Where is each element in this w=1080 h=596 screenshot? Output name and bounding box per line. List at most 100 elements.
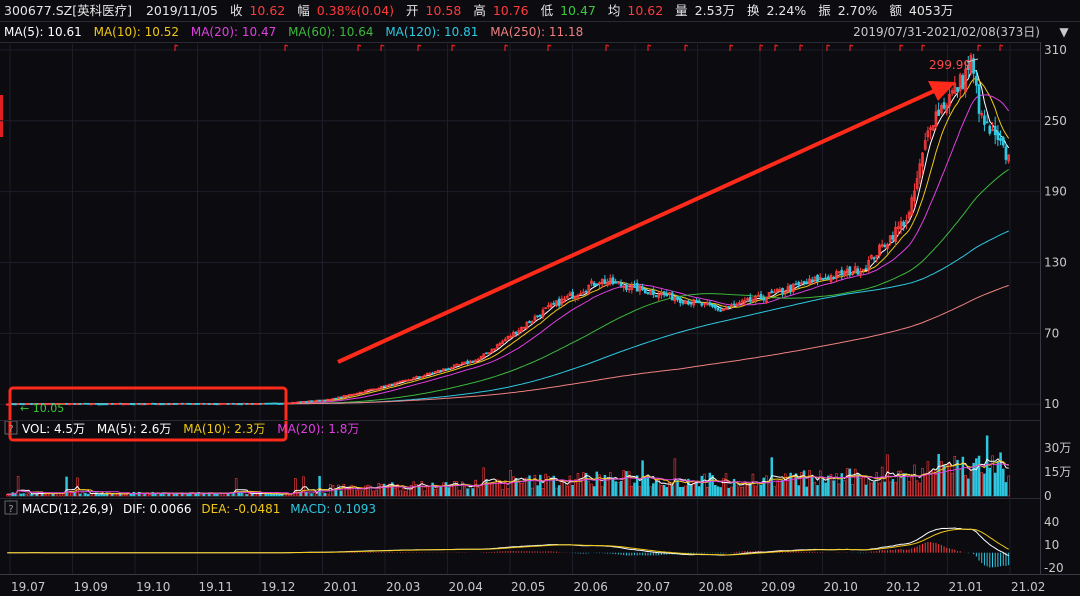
- candle-body: [452, 364, 456, 368]
- candle-body: [678, 298, 682, 303]
- date-tick-label: 19.11: [199, 580, 233, 594]
- volume-bar: [431, 482, 434, 497]
- candle-body: [888, 235, 892, 243]
- candle-body: [649, 290, 653, 295]
- candle-body: [320, 399, 324, 402]
- candle-body: [407, 379, 410, 382]
- volume-bar: [345, 488, 348, 497]
- ma60-label: MA(60): 10.64: [288, 25, 373, 39]
- candle-body: [431, 372, 434, 375]
- volume-bar: [388, 483, 391, 497]
- candle-body: [770, 290, 774, 294]
- candle-body: [573, 295, 577, 300]
- volume-bar: [940, 461, 943, 497]
- candle-body: [172, 403, 176, 405]
- candle-body: [32, 403, 36, 406]
- volume-bar: [880, 466, 884, 497]
- volume-bar: [186, 493, 189, 497]
- date-tick-label: 20.10: [824, 580, 858, 594]
- volume-bar: [784, 473, 787, 497]
- candle-body: [845, 268, 849, 274]
- candle-body: [872, 257, 876, 260]
- volume-bar: [269, 493, 273, 497]
- candle-body: [665, 293, 669, 297]
- volume-bar: [975, 458, 978, 497]
- volume-bar: [576, 473, 580, 497]
- event-flag-icon: [799, 44, 804, 51]
- volume-bar: [251, 493, 254, 497]
- candle-body: [51, 403, 55, 406]
- candle-body: [512, 331, 515, 338]
- candle-body: [105, 403, 109, 406]
- candle-body: [67, 403, 71, 406]
- candle-body: [132, 403, 136, 406]
- volume-bar: [665, 487, 669, 497]
- candle-body: [549, 303, 553, 308]
- volume-bar: [304, 492, 308, 497]
- change-value: 0.38%(0.04): [317, 3, 394, 18]
- volume-value: 2.53万: [695, 3, 735, 18]
- volume-bar: [568, 475, 572, 497]
- candle-body: [178, 402, 181, 405]
- candle-body: [393, 382, 397, 386]
- candle-body: [759, 294, 763, 300]
- candle-body: [121, 403, 125, 406]
- volume-bar: [420, 481, 424, 497]
- candle-body: [240, 403, 243, 406]
- event-flag-icon: [357, 44, 362, 51]
- volume-bar: [525, 477, 529, 497]
- event-flag-icon: [451, 44, 456, 51]
- volume-bar: [89, 493, 93, 497]
- candle-body: [148, 402, 152, 405]
- candle-body: [692, 299, 696, 306]
- volume-bar: [948, 463, 951, 497]
- candle-body: [643, 289, 647, 294]
- candle-body: [213, 403, 216, 406]
- volume-bar: [595, 471, 599, 497]
- candle-body: [622, 285, 626, 289]
- candle-body: [433, 371, 437, 374]
- volume-bar: [644, 476, 647, 497]
- date-range-label[interactable]: 2019/07/31-2021/02/08(373日): [853, 25, 1040, 39]
- candle-body: [517, 330, 521, 334]
- candle-body: [791, 283, 795, 293]
- candle-body: [840, 269, 844, 276]
- event-flag-icon: [174, 44, 179, 51]
- volume-bar: [816, 485, 819, 497]
- ma120-line: [7, 230, 1009, 405]
- volume-bar: [840, 473, 844, 497]
- volume-bar: [205, 493, 208, 497]
- candle-body: [579, 293, 583, 295]
- candle-body: [730, 304, 733, 307]
- candle-body: [224, 402, 227, 405]
- candle-body: [595, 283, 599, 286]
- candle-body: [24, 403, 28, 406]
- volume-bar: [708, 472, 712, 497]
- candle-body: [894, 227, 897, 242]
- volume-bar: [856, 474, 860, 497]
- candle-body: [151, 402, 155, 405]
- volume-bar: [724, 473, 728, 497]
- event-flag-icon: [899, 44, 904, 51]
- candle-body: [751, 299, 755, 302]
- volume-bar: [479, 484, 483, 497]
- candle-body: [875, 255, 879, 258]
- volume-bar: [517, 481, 521, 497]
- macd-help-icon[interactable]: [4, 500, 18, 515]
- volume-bar: [197, 492, 200, 497]
- chevron-down-icon[interactable]: ▼: [1059, 25, 1069, 39]
- volume-bar: [848, 468, 852, 497]
- volume-bar: [991, 455, 994, 497]
- candle-body: [277, 403, 281, 405]
- volume-bar: [307, 492, 311, 497]
- volume-bar: [221, 493, 224, 497]
- volume-bar: [536, 485, 539, 497]
- event-flag-icon: [284, 44, 289, 51]
- candle-body: [921, 152, 924, 167]
- volume-bar: [824, 482, 827, 497]
- candle-body: [746, 298, 749, 301]
- candle-body: [905, 219, 908, 224]
- volume-bar: [321, 492, 324, 497]
- volume-bar: [934, 474, 938, 497]
